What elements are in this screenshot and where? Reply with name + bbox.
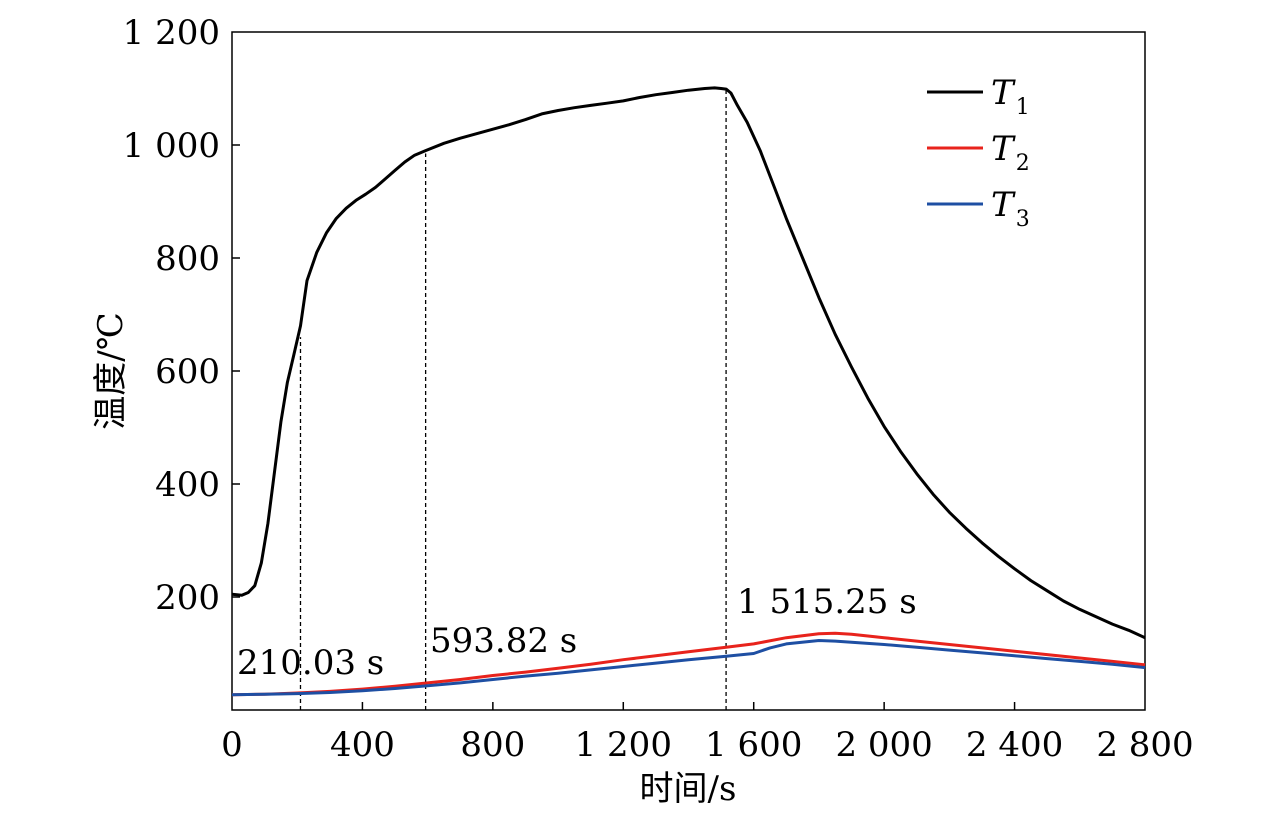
legend-label: T1 — [991, 73, 1030, 120]
x-tick-label: 2 800 — [1096, 725, 1193, 765]
x-tick-label: 400 — [330, 725, 395, 765]
y-tick-label: 1 000 — [123, 126, 220, 166]
x-tick-label: 800 — [460, 725, 525, 765]
y-axis-title: 温度/℃ — [91, 312, 131, 430]
y-tick-label: 200 — [155, 578, 220, 618]
x-tick-label: 1 600 — [705, 725, 802, 765]
y-tick-label: 1 200 — [123, 13, 220, 53]
x-tick-label: 2 000 — [835, 725, 932, 765]
marker-label: 1 515.25 s — [737, 582, 917, 622]
marker-label: 593.82 s — [430, 621, 577, 661]
x-tick-label: 1 200 — [575, 725, 672, 765]
axis-ticks — [232, 144, 1016, 710]
y-tick-label: 600 — [155, 352, 220, 392]
marker-annotations: 210.03 s 593.82 s 1 515.25 s — [237, 582, 917, 683]
series-line-2 — [231, 631, 1146, 697]
marker-lines — [299, 89, 727, 710]
x-axis-title: 时间/s — [640, 769, 737, 809]
y-tick-label: 400 — [155, 465, 220, 505]
x-tick-label: 0 — [221, 725, 243, 765]
legend-label-subscript: 3 — [1016, 207, 1030, 232]
legend: T1 T2 T3 — [927, 73, 1030, 232]
legend-label-subscript: 2 — [1016, 151, 1030, 176]
axis-tick-labels: 0 400 800 1 200 1 600 2 000 2 400 2 800 200 400 60… — [123, 13, 1194, 765]
series-line-1 — [231, 86, 1146, 640]
marker-label: 210.03 s — [237, 643, 384, 683]
series-lines — [231, 86, 1146, 697]
y-tick-label: 800 — [155, 239, 220, 279]
series-line-3 — [231, 639, 1146, 697]
x-tick-label: 2 400 — [966, 725, 1063, 765]
legend-label: T2 — [991, 129, 1030, 176]
legend-label-subscript: 1 — [1016, 95, 1030, 120]
legend-label: T3 — [991, 185, 1030, 232]
